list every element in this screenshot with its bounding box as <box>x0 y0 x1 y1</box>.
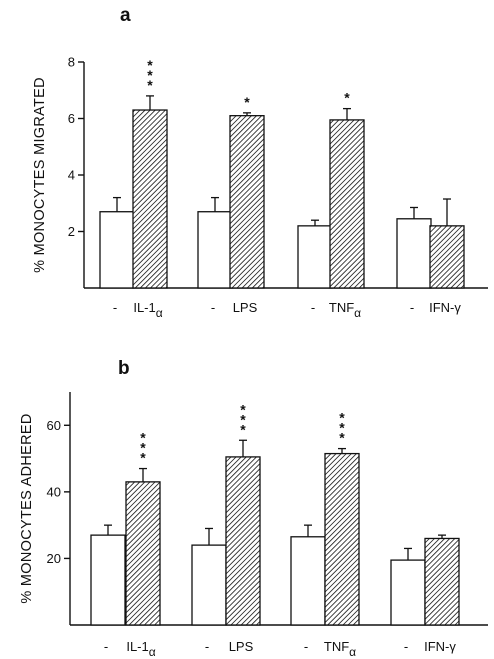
bar-treated <box>429 225 465 289</box>
y-tick-label: 60 <box>47 418 61 433</box>
y-tick-label: 4 <box>68 168 75 183</box>
control-label: - <box>304 639 308 654</box>
control-label: - <box>311 300 315 315</box>
category-label: IFN-γ <box>429 300 461 315</box>
significance-star: * <box>339 430 345 446</box>
bar-treated <box>132 109 168 289</box>
y-tick-label: 40 <box>47 484 61 499</box>
significance-star: * <box>240 401 246 417</box>
bar-treated <box>324 452 360 626</box>
bar-treated <box>229 115 265 289</box>
bar-control <box>396 218 432 289</box>
bar-control <box>297 225 333 289</box>
y-axis-label: % MONOCYTES ADHERED <box>19 413 35 603</box>
bar-control <box>191 544 227 626</box>
category-label: IL-1α <box>126 639 155 659</box>
category-label: IL-1α <box>133 300 162 320</box>
significance-star: * <box>339 410 345 426</box>
category-label: LPS <box>229 639 254 654</box>
category-label: LPS <box>233 300 258 315</box>
control-label: - <box>404 639 408 654</box>
bar-control <box>290 536 326 626</box>
control-label: - <box>104 639 108 654</box>
category-label: TNFα <box>324 639 356 659</box>
significance-star: * <box>147 67 153 83</box>
bar-control <box>99 211 135 289</box>
significance-star: * <box>244 94 250 110</box>
significance-star: * <box>140 440 146 456</box>
control-label: - <box>205 639 209 654</box>
bar-treated <box>225 456 261 626</box>
bar-control <box>90 534 126 626</box>
y-tick-label: 6 <box>68 111 75 126</box>
category-label: TNFα <box>329 300 361 320</box>
y-axis-label: % MONOCYTES MIGRATED <box>32 77 48 273</box>
panel-label: a <box>120 5 131 26</box>
significance-star: * <box>147 77 153 93</box>
control-label: - <box>113 300 117 315</box>
panel-label: b <box>118 358 130 379</box>
control-label: - <box>211 300 215 315</box>
y-tick-label: 2 <box>68 224 75 239</box>
bar-control <box>390 559 426 626</box>
bar-control <box>197 211 233 289</box>
control-label: - <box>410 300 414 315</box>
category-label: IFN-γ <box>424 639 456 654</box>
y-tick-label: 8 <box>68 55 75 70</box>
y-tick-label: 20 <box>47 551 61 566</box>
bar-treated <box>125 481 161 626</box>
significance-star: * <box>339 420 345 436</box>
bar-treated <box>329 119 365 289</box>
significance-star: * <box>240 411 246 427</box>
significance-star: * <box>240 421 246 437</box>
significance-star: * <box>140 450 146 466</box>
bar-treated <box>424 537 460 626</box>
significance-star: * <box>140 430 146 446</box>
significance-star: * <box>344 90 350 106</box>
significance-star: * <box>147 57 153 73</box>
